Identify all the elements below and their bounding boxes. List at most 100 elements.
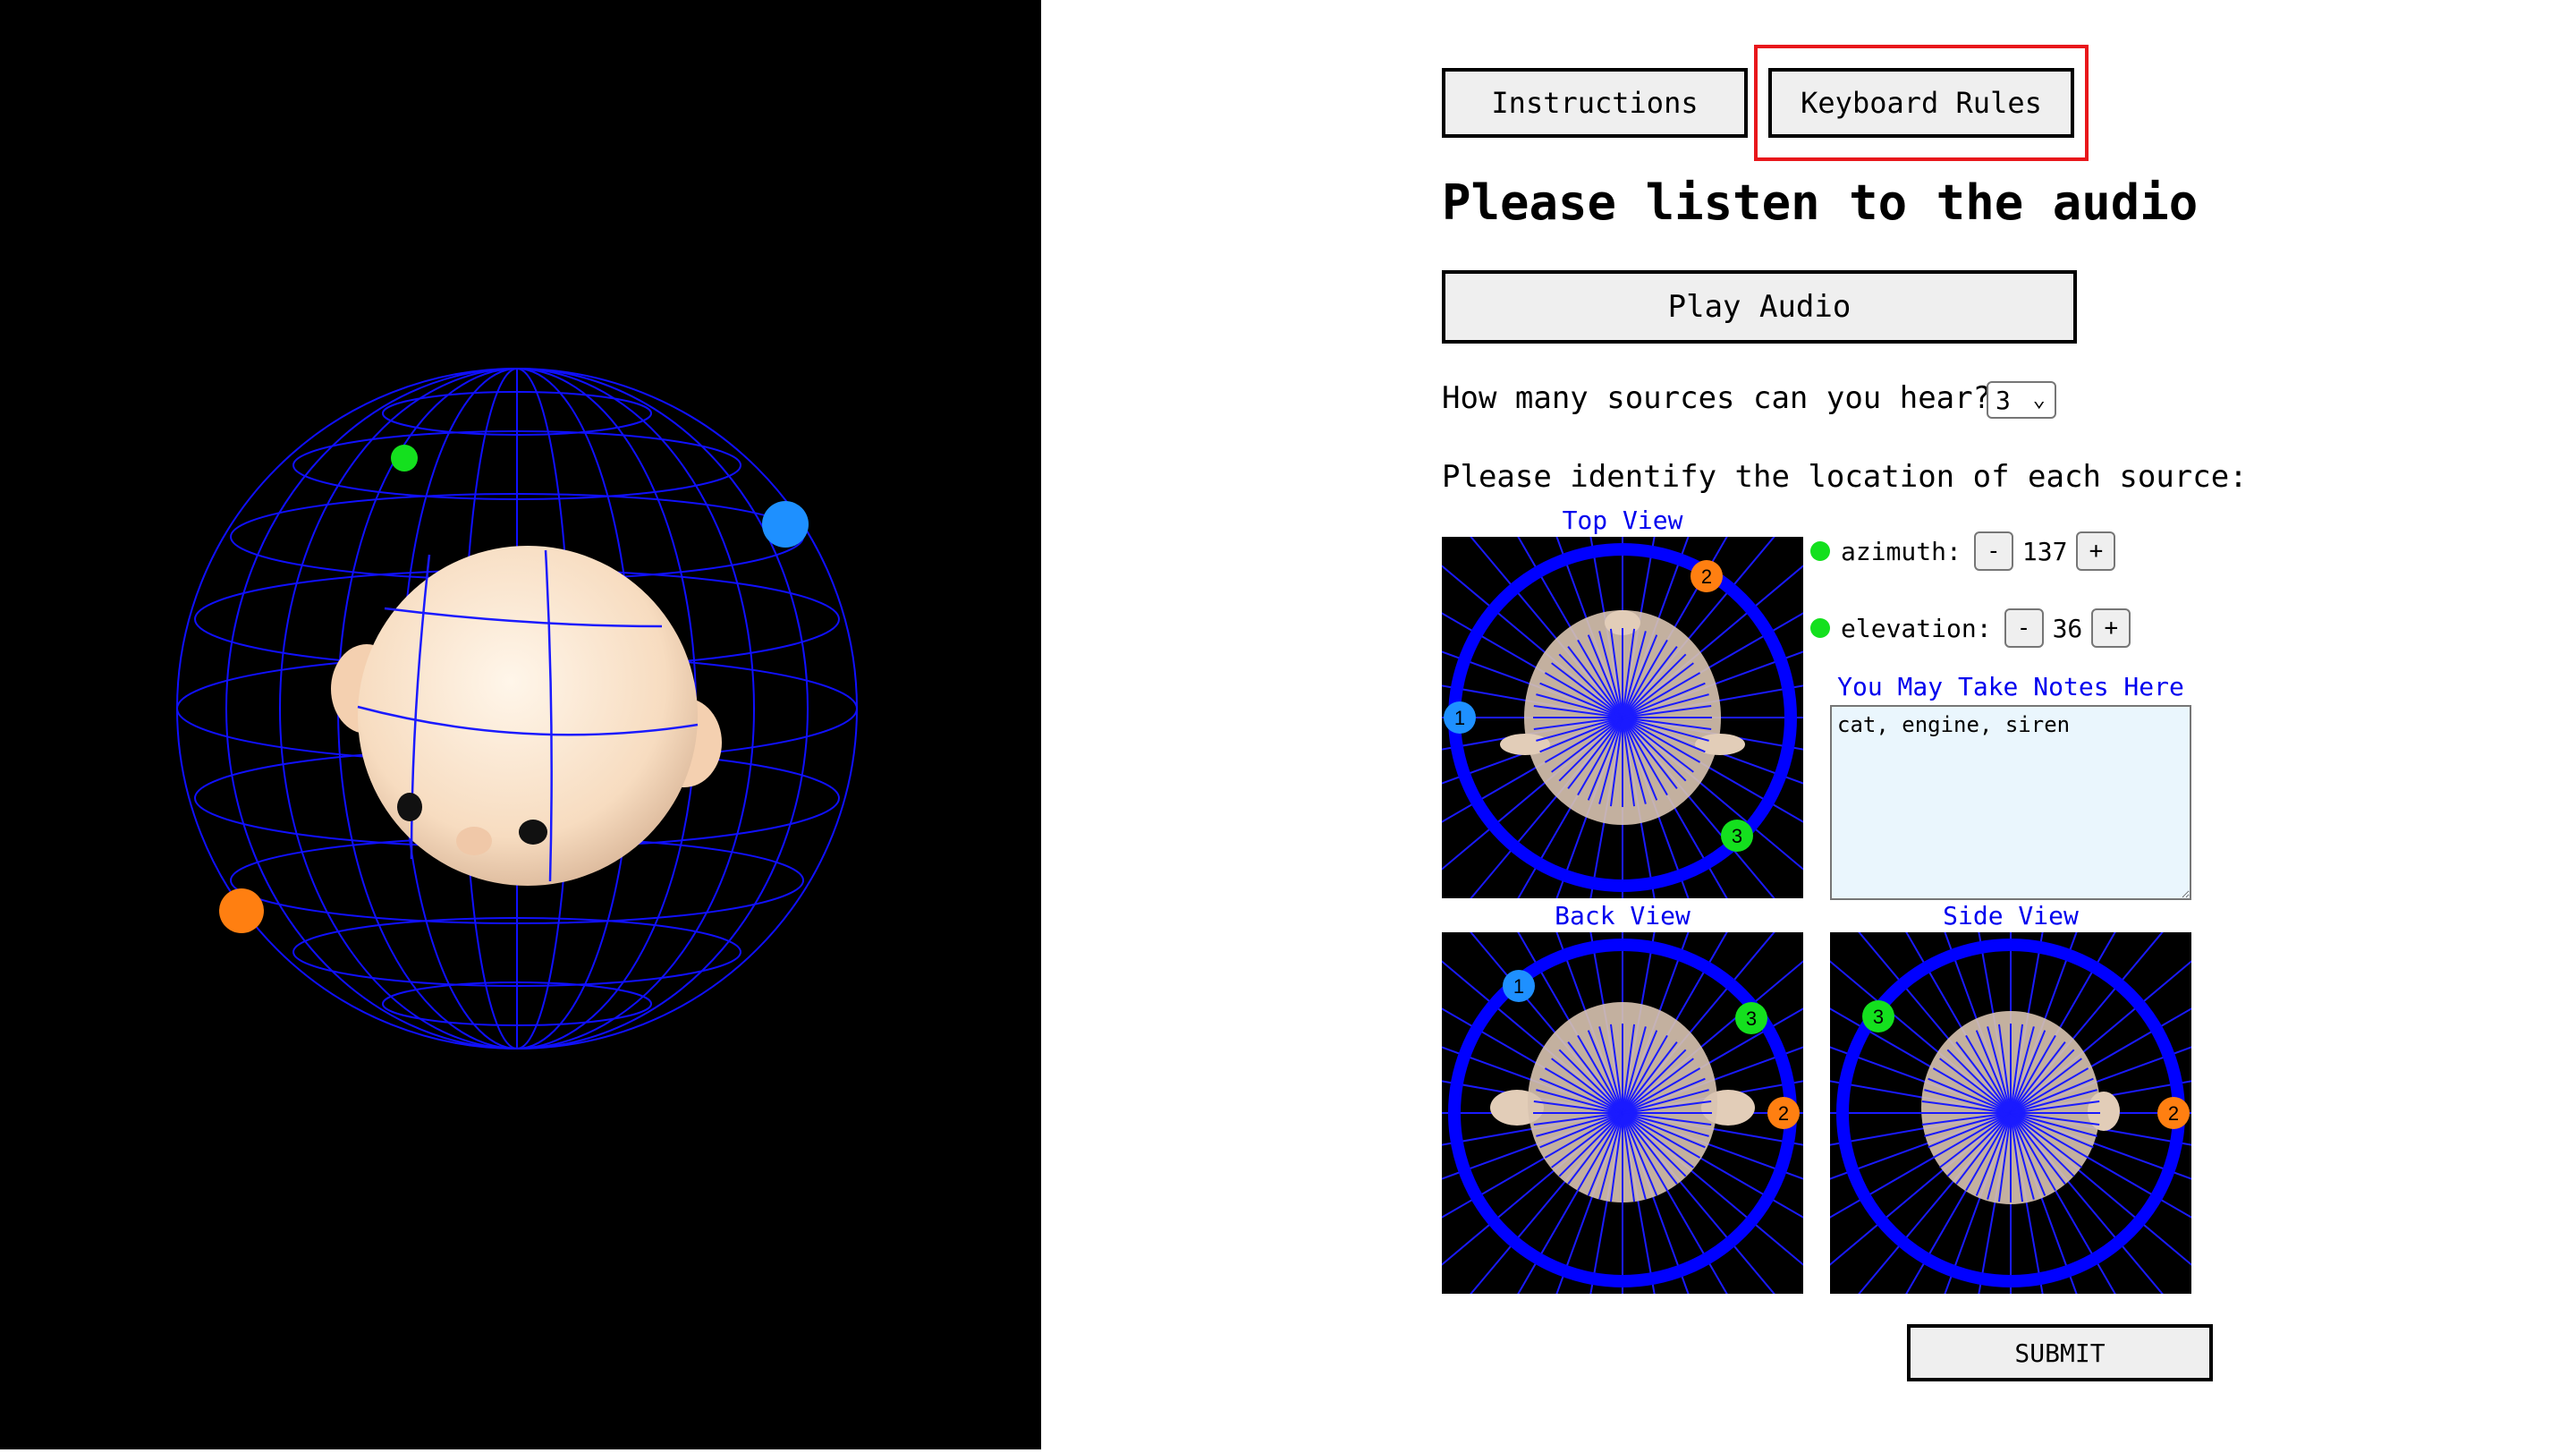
grid-spoke <box>1928 1077 2012 1114</box>
grid-spoke <box>2010 1077 2094 1114</box>
svg-text:2: 2 <box>2168 1102 2179 1125</box>
grid-spoke <box>1975 1112 2012 1196</box>
keyboard-rules-button[interactable]: Keyboard Rules <box>1768 68 2074 138</box>
grid-spoke <box>1587 1030 1623 1114</box>
grid-spoke <box>2010 1112 2100 1126</box>
grid-spoke <box>1533 1112 1623 1126</box>
grid-spoke <box>1551 717 1623 773</box>
grid-spoke <box>1622 1026 1647 1114</box>
grid-spoke <box>1622 717 1647 804</box>
grid-spoke <box>1975 1030 2012 1114</box>
keyboard-rules-highlight <box>1754 45 2089 161</box>
3d-scene-panel[interactable] <box>0 0 1041 1449</box>
grid-spoke <box>1609 628 1623 718</box>
grid-spoke <box>1609 717 1623 807</box>
source-marker-2 <box>219 888 264 933</box>
grid-spoke <box>2010 1089 2097 1114</box>
azimuth-increment-button[interactable]: + <box>2076 531 2116 571</box>
grid-spoke <box>1924 1089 2012 1114</box>
grid-spoke <box>1622 1089 1709 1114</box>
grid-spoke <box>1622 717 1712 731</box>
source-marker-1: 1 <box>1503 970 1535 1002</box>
grid-spoke <box>2010 1024 2024 1114</box>
sources-count-value: 3 <box>1996 385 2011 415</box>
grid-spoke <box>1622 717 1658 801</box>
top-view-canvas[interactable]: 2 1 3 <box>1363 458 1882 977</box>
grid-spoke <box>2010 1112 2056 1192</box>
grid-spoke <box>1965 1034 2012 1114</box>
grid-spoke <box>1622 693 1709 718</box>
grid-spoke <box>1558 653 1623 718</box>
grid-spoke <box>1622 1034 1668 1114</box>
grid-spoke <box>1622 1112 1712 1126</box>
grid-spoke <box>1622 653 1687 718</box>
elevation-control: elevation: - 36 + <box>1810 608 2131 648</box>
grid-spoke <box>1533 1100 1623 1114</box>
azimuth-value: 137 <box>2021 536 2068 566</box>
grid-spoke <box>2010 1112 2075 1177</box>
play-audio-button[interactable]: Play Audio <box>1442 270 2077 344</box>
azimuth-label: azimuth: <box>1841 536 1962 566</box>
grid-spoke <box>1622 1100 1712 1114</box>
page-heading: Please listen to the audio <box>1442 174 2199 231</box>
grid-spoke <box>1533 717 1623 731</box>
grid-spoke <box>1622 646 1678 718</box>
grid-spoke <box>1622 717 1687 782</box>
grid-spoke <box>1622 1112 1709 1137</box>
grid-spoke <box>1622 717 1636 807</box>
grid-spoke <box>1622 717 1701 763</box>
grid-spoke <box>1997 1024 2012 1114</box>
grid-spoke <box>1924 1112 2012 1137</box>
grid-spoke <box>1567 717 1623 789</box>
grid-spoke <box>1567 1041 1623 1114</box>
azimuth-control: azimuth: - 137 + <box>1810 531 2116 571</box>
grid-spoke <box>1939 1058 2012 1114</box>
grid-spoke <box>1544 717 1623 763</box>
grid-spoke <box>1622 1041 1678 1114</box>
back-view-canvas[interactable]: 1 3 2 <box>1363 854 1882 1372</box>
source-marker-3: 3 <box>1862 1000 1894 1032</box>
grid-spoke <box>2010 1058 2082 1114</box>
azimuth-decrement-button[interactable]: - <box>1973 531 2013 571</box>
grid-spoke <box>1539 717 1623 753</box>
grid-spoke <box>1928 1112 2012 1149</box>
grid-spoke <box>1622 717 1709 742</box>
grid-spoke <box>1622 631 1647 718</box>
chevron-down-icon: ⌄ <box>2032 387 2046 412</box>
grid-spoke <box>1965 1112 2012 1192</box>
elevation-increment-button[interactable]: + <box>2091 608 2131 648</box>
grid-spoke <box>1622 1077 1706 1114</box>
grid-spoke <box>1598 1026 1623 1114</box>
grid-spoke <box>1921 1112 2012 1126</box>
grid-spoke <box>1544 1067 1623 1114</box>
source-color-dot <box>1810 541 1830 561</box>
notes-title: You May Take Notes Here <box>1837 672 2184 701</box>
grid-spoke <box>1533 704 1623 718</box>
grid-spoke <box>1558 1049 1623 1114</box>
source-marker-2: 2 <box>2157 1097 2190 1129</box>
grid-spoke <box>1544 672 1623 718</box>
grid-spoke <box>1997 1112 2012 1202</box>
grid-spoke <box>2010 1034 2056 1114</box>
grid-spoke <box>2010 1112 2097 1137</box>
sources-count-select[interactable]: 3 ⌄ <box>1987 381 2056 419</box>
grid-spoke <box>1577 717 1623 796</box>
submit-button[interactable]: SUBMIT <box>1907 1324 2213 1381</box>
notes-textarea[interactable]: cat, engine, siren <box>1830 705 2191 900</box>
source-color-dot <box>1810 618 1830 638</box>
head-model <box>331 546 722 886</box>
source-marker-3 <box>391 445 418 472</box>
grid-spoke <box>1558 717 1623 782</box>
grid-spoke <box>2010 1112 2024 1202</box>
grid-spoke <box>1987 1026 2012 1114</box>
source-marker-3: 3 <box>1721 820 1753 852</box>
instructions-button[interactable]: Instructions <box>1442 68 1748 138</box>
elevation-decrement-button[interactable]: - <box>2004 608 2044 648</box>
grid-spoke <box>2010 1112 2066 1185</box>
back-view-title: Back View <box>1555 901 1690 930</box>
grid-spoke <box>1622 1030 1658 1114</box>
side-view-canvas[interactable]: 3 2 <box>1751 854 2270 1372</box>
grid-spoke <box>1622 1112 1636 1202</box>
grid-spoke <box>1622 1058 1694 1114</box>
grid-spoke <box>1622 662 1694 718</box>
